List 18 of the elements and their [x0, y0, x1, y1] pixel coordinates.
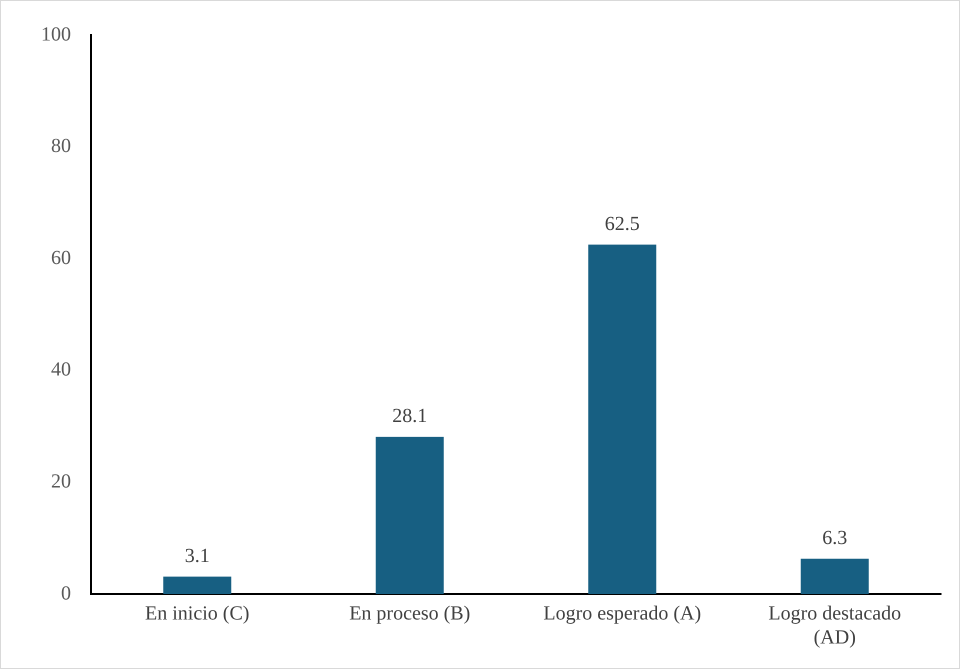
x-tick-label: En inicio (C): [145, 602, 250, 624]
bar: [163, 576, 232, 594]
bar: [800, 558, 869, 594]
x-tick-label: En proceso (B): [349, 602, 470, 624]
bar: [588, 244, 656, 594]
x-tick-label: Logro destacado (AD): [768, 602, 902, 648]
y-tick-label: 80: [51, 135, 71, 158]
bar: [376, 436, 444, 594]
x-tick-label: Logro esperado (A): [543, 602, 702, 624]
data-label: 6.3: [822, 527, 848, 550]
data-label: 28.1: [392, 405, 428, 428]
y-tick-label: 40: [51, 358, 71, 381]
y-tick-label: 20: [51, 470, 71, 492]
y-tick-label: 60: [51, 246, 71, 269]
data-label: 3.1: [184, 544, 210, 567]
data-label: 62.5: [604, 212, 640, 235]
y-tick-label: 100: [41, 23, 71, 46]
y-tick-label: 0: [61, 582, 71, 604]
